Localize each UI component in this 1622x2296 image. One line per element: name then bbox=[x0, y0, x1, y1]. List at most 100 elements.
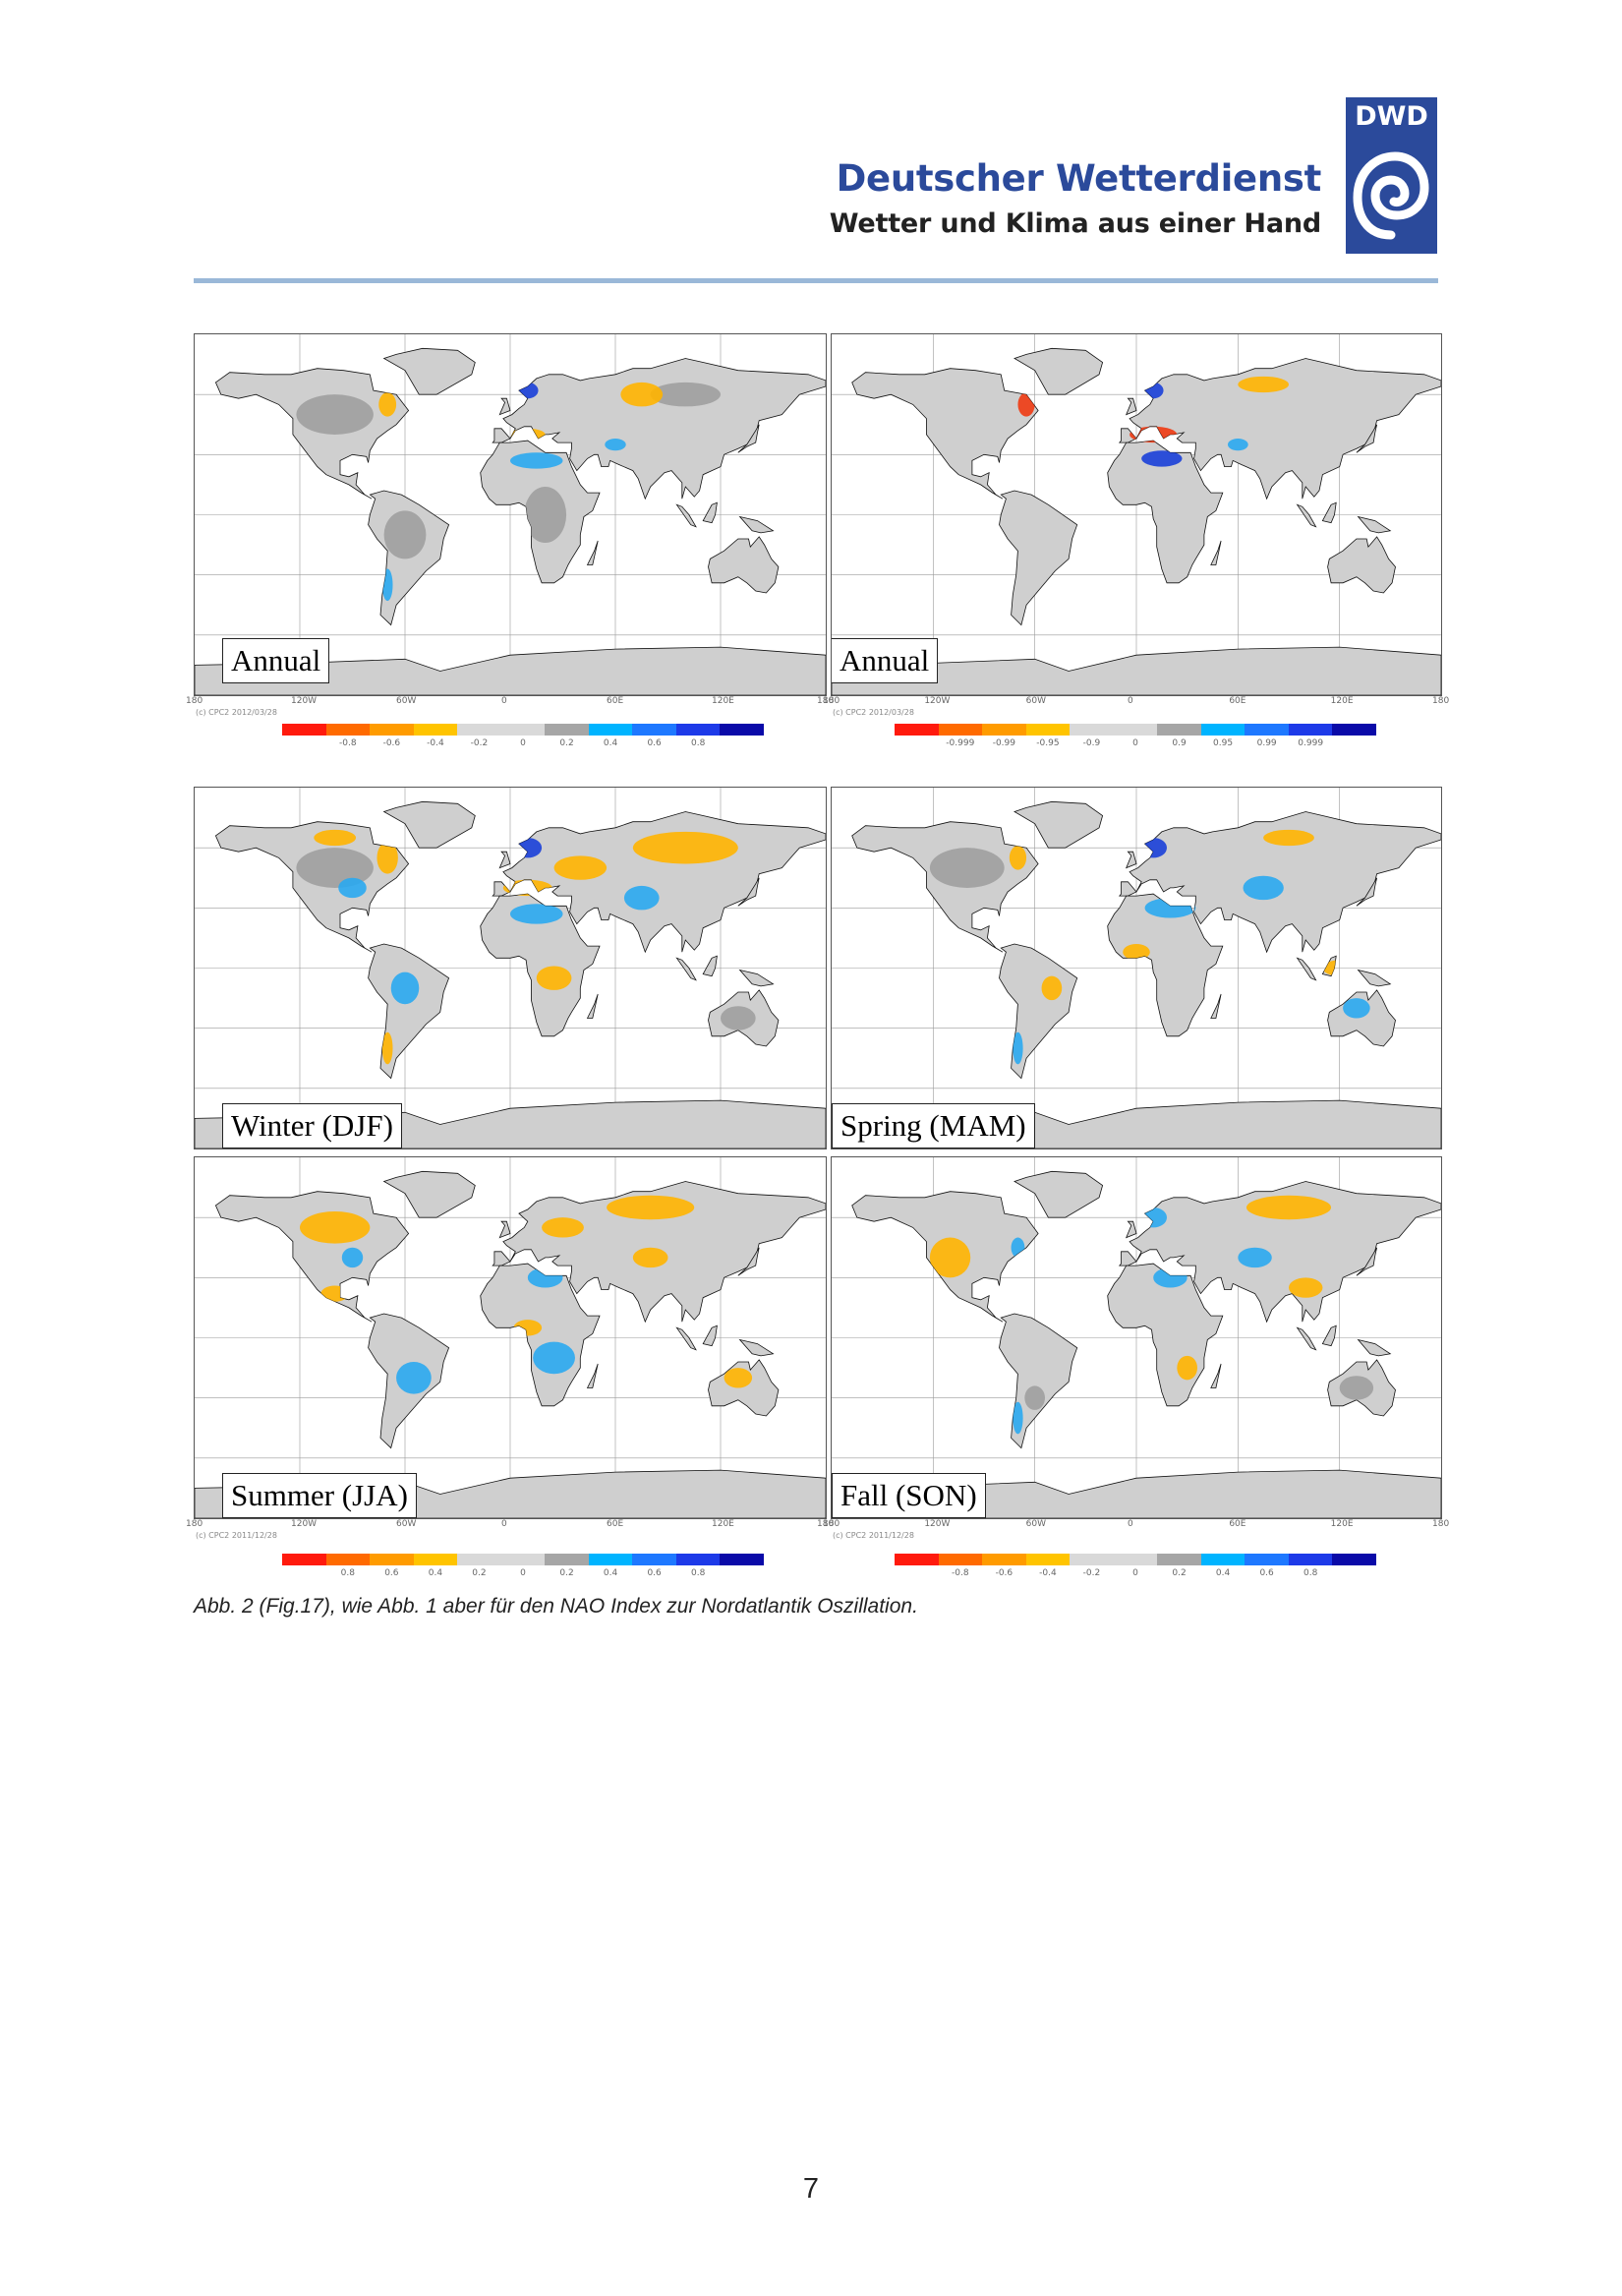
anomaly-patch bbox=[314, 829, 357, 847]
landmass bbox=[738, 969, 775, 987]
colorbar-swatch bbox=[1288, 724, 1333, 736]
map-panel: Fall (SON) bbox=[831, 1156, 1442, 1519]
x-tick-label: 120E bbox=[1330, 696, 1354, 706]
landmass bbox=[1327, 989, 1396, 1047]
colorbar-tick-label: 0.4 bbox=[1215, 1568, 1231, 1578]
x-tick-label: 120W bbox=[291, 696, 318, 706]
landmass bbox=[1210, 540, 1222, 565]
colorbar-swatch bbox=[457, 724, 501, 736]
x-tick-label: 60E bbox=[607, 1519, 624, 1529]
landmass bbox=[480, 1263, 601, 1407]
colorbar-labels: -0.8 -0.6 -0.4 -0.2 0 0.2 0.4 0.6 0.8 bbox=[895, 1568, 1376, 1580]
landmass bbox=[675, 503, 697, 528]
landmass bbox=[382, 800, 476, 849]
colorbar-tick-label: -0.99 bbox=[992, 738, 1016, 748]
anomaly-patch bbox=[1228, 439, 1248, 451]
landmass bbox=[702, 501, 718, 524]
x-tick-label: 60W bbox=[396, 696, 417, 706]
colorbar-swatch bbox=[413, 724, 458, 736]
anomaly-patch bbox=[390, 971, 420, 1005]
colorbar-tick-label: 0.4 bbox=[603, 738, 618, 748]
landmass bbox=[1125, 397, 1137, 416]
world-map bbox=[195, 788, 826, 1148]
x-tick-label: 60W bbox=[1025, 1519, 1047, 1529]
x-tick-label: 120W bbox=[291, 1519, 318, 1529]
anomaly-layer bbox=[929, 829, 1370, 1065]
colorbar-swatch bbox=[1245, 1554, 1289, 1565]
anomaly-patch bbox=[605, 439, 626, 451]
colorbar-labels: -0.8 -0.6 -0.4 -0.2 0 0.2 0.4 0.6 0.8 bbox=[282, 738, 764, 750]
colorbar-tick-label: 0.2 bbox=[472, 1568, 487, 1578]
anomaly-patch bbox=[396, 1361, 432, 1394]
anomaly-patch bbox=[300, 1211, 371, 1244]
colorbar-swatch bbox=[545, 1554, 589, 1565]
colorbar-tick-label: -0.95 bbox=[1036, 738, 1060, 748]
landmass bbox=[1107, 440, 1224, 584]
colorbar-tick-label: 0.4 bbox=[603, 1568, 618, 1578]
anomaly-patch bbox=[338, 877, 367, 899]
landmass bbox=[480, 893, 601, 1037]
anomaly-patch bbox=[1177, 1355, 1197, 1381]
colorbar-tick-label: 0.2 bbox=[559, 1568, 574, 1578]
colorbar-swatch bbox=[1200, 724, 1245, 736]
page-number: 7 bbox=[802, 2173, 820, 2205]
map-panel: 90N60N30NEQ30S60S90SAnnual bbox=[194, 333, 827, 696]
colorbar-tick-label: -0.8 bbox=[339, 738, 357, 748]
panel-label: Spring (MAM) bbox=[832, 1103, 1035, 1148]
colorbar-labels: -0.999 -0.99 -0.95 -0.9 0 0.9 0.95 0.99 0.999 bbox=[895, 738, 1376, 750]
colorbar-tick-label: 0.2 bbox=[1172, 1568, 1187, 1578]
landmass bbox=[1118, 1181, 1441, 1324]
colorbar-swatch bbox=[457, 1554, 501, 1565]
landmass bbox=[368, 943, 450, 1080]
colorbar-swatch bbox=[1288, 1554, 1333, 1565]
landmass bbox=[737, 1247, 760, 1276]
panel-label: Winter (DJF) bbox=[222, 1103, 402, 1148]
colorbar-tick-label: 0 bbox=[1132, 738, 1138, 748]
landmass bbox=[738, 515, 775, 534]
colorbar-swatch bbox=[720, 724, 764, 736]
anomaly-patch bbox=[632, 831, 738, 864]
colorbar-tick-label: -0.6 bbox=[995, 1568, 1014, 1578]
x-tick-label: 180 bbox=[1432, 696, 1450, 706]
landmass bbox=[737, 877, 760, 907]
landmass bbox=[999, 490, 1078, 626]
colorbar-tick-label: 0.8 bbox=[1303, 1568, 1318, 1578]
landmass bbox=[1210, 1363, 1222, 1388]
panel-label: Fall (SON) bbox=[832, 1473, 986, 1518]
colorbar-swatch bbox=[588, 1554, 633, 1565]
landmass bbox=[214, 1191, 410, 1323]
colorbar-swatch bbox=[1157, 1554, 1201, 1565]
colorbar-tick-label: -0.4 bbox=[1039, 1568, 1057, 1578]
landmass bbox=[1125, 1220, 1137, 1239]
anomaly-patch bbox=[296, 848, 374, 888]
anomaly-patch bbox=[1263, 829, 1314, 847]
anomaly-patch bbox=[1141, 450, 1183, 467]
panel-label: Summer (JJA) bbox=[222, 1473, 417, 1518]
colorbar-tick-label: 0.6 bbox=[647, 738, 662, 748]
map-credit: (c) CPC2 2012/03/28 bbox=[833, 708, 914, 717]
anomaly-patch bbox=[724, 1368, 753, 1388]
world-map bbox=[832, 334, 1441, 695]
landmass bbox=[382, 347, 476, 395]
landmass bbox=[1321, 501, 1337, 524]
colorbar-swatch bbox=[1113, 1554, 1158, 1565]
colorbar-swatch bbox=[1200, 1554, 1245, 1565]
landmass bbox=[1357, 1338, 1392, 1357]
swirl-icon bbox=[1353, 151, 1429, 240]
colorbar-swatch bbox=[500, 1554, 546, 1565]
anomaly-patch bbox=[510, 452, 563, 469]
x-tick-label: 60E bbox=[1229, 1519, 1246, 1529]
figure-caption: Abb. 2 (Fig.17), wie Abb. 1 aber für den… bbox=[194, 1595, 918, 1618]
colorbar-swatch bbox=[895, 724, 939, 736]
dwd-logo: DWD bbox=[1346, 97, 1437, 254]
anomaly-patch bbox=[1238, 376, 1289, 393]
landmass bbox=[999, 1313, 1078, 1449]
landmass bbox=[1014, 800, 1104, 849]
colorbar-swatch bbox=[1025, 724, 1071, 736]
colorbar-swatch bbox=[982, 1554, 1026, 1565]
anomaly-patch bbox=[623, 885, 660, 911]
colorbar-swatch bbox=[500, 724, 546, 736]
map-panel: 90N60N30NEQ30S60S90SWinter (DJF) bbox=[194, 787, 827, 1149]
landmass bbox=[498, 851, 511, 869]
colorbar-tick-label: -0.4 bbox=[427, 738, 444, 748]
